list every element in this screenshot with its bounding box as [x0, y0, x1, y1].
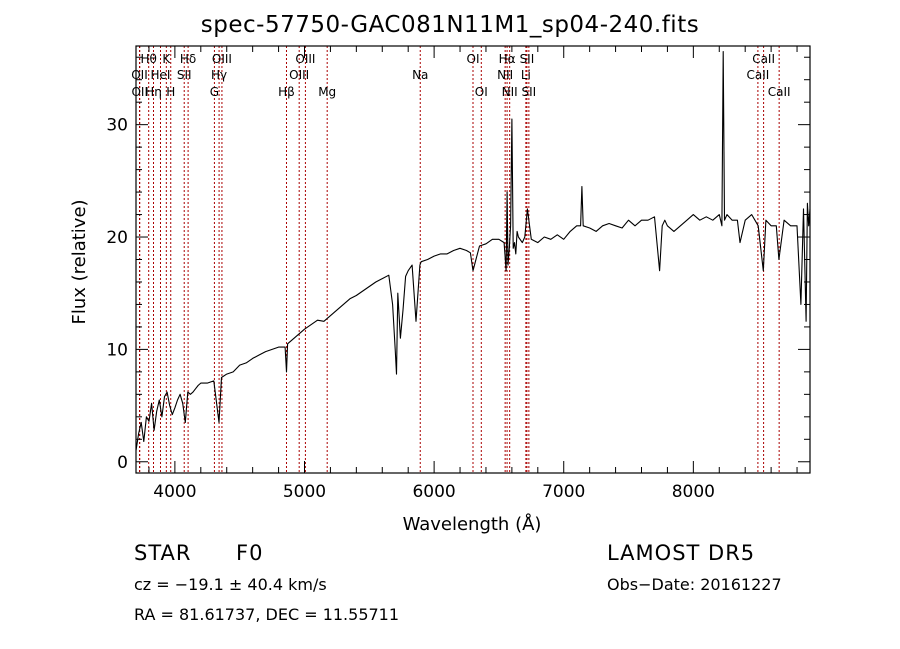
object-type: STAR [134, 541, 192, 565]
observation-date: Obs−Date: 20161227 [607, 575, 782, 594]
y-tick-label: 30 [106, 116, 128, 136]
marker-label: HeI [151, 68, 171, 82]
marker-label: Hα [499, 52, 516, 66]
x-tick-label: 6000 [412, 482, 455, 502]
coordinates: RA = 81.61737, DEC = 11.55711 [134, 605, 400, 624]
chart-title: spec-57750-GAC081N11M1_sp04-240.fits [200, 12, 700, 38]
marker-label: OII [131, 85, 148, 99]
marker-label: Na [412, 68, 428, 82]
y-tick-label: 0 [117, 453, 128, 473]
axes: 4000 5000 6000 7000 8000 0 10 20 30 [106, 45, 811, 502]
marker-label: CaII [768, 85, 791, 99]
survey-name: LAMOST DR5 [607, 541, 756, 565]
x-axis-label: Wavelength (Å) [403, 513, 542, 535]
x-tick-label: 5000 [283, 482, 326, 502]
marker-label: Li [521, 68, 531, 82]
y-axis-label: Flux (relative) [69, 199, 90, 324]
marker-label: OI [467, 52, 480, 66]
x-tick-label: 4000 [153, 482, 196, 502]
marker-label: SII [522, 85, 537, 99]
marker-label: SII [520, 52, 535, 66]
x-tick-label: 8000 [672, 482, 715, 502]
marker-label: CaII [746, 68, 769, 82]
redshift-text: cz = −19.1 ± 40.4 km/s [134, 575, 327, 594]
marker-label: NII [497, 68, 513, 82]
line-markers [138, 46, 780, 473]
marker-label: G [210, 85, 219, 99]
marker-label: OII [131, 68, 148, 82]
x-tick-label: 7000 [542, 482, 585, 502]
marker-label: Hβ [278, 85, 295, 99]
marker-label: NII [502, 85, 518, 99]
marker-label: SII [177, 68, 192, 82]
y-tick-label: 10 [106, 340, 128, 360]
y-tick-label: 20 [106, 228, 128, 248]
series-layer [135, 51, 811, 451]
subclass: F0 [236, 541, 264, 565]
marker-label: OIII [289, 68, 309, 82]
marker-label: Hθ [141, 52, 157, 66]
marker-label: CaII [752, 52, 775, 66]
marker-label: K [162, 52, 171, 66]
marker-label: OI [475, 85, 488, 99]
marker-label: Hγ [211, 68, 227, 82]
marker-label: OIII [295, 52, 315, 66]
marker-label: OIII [212, 52, 232, 66]
spectrum-line [135, 51, 811, 451]
marker-label: Hη [145, 85, 162, 99]
marker-label: Hδ [180, 52, 196, 66]
marker-label: Mg [318, 85, 336, 99]
marker-label: H [166, 85, 175, 99]
